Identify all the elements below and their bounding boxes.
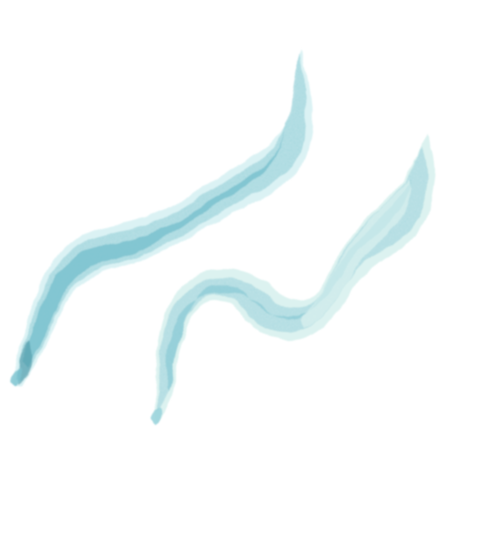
upper-wave-stroke — [8, 50, 313, 388]
lower-wave-stroke — [152, 134, 436, 426]
upper-stroke-outer-wash — [10, 50, 313, 388]
lower-stroke-outer-wash — [155, 134, 436, 424]
lower-stroke-tail-drip — [152, 408, 163, 426]
lower-stroke-light-edge — [300, 178, 410, 328]
upper-stroke-bottom-drip — [8, 368, 21, 388]
